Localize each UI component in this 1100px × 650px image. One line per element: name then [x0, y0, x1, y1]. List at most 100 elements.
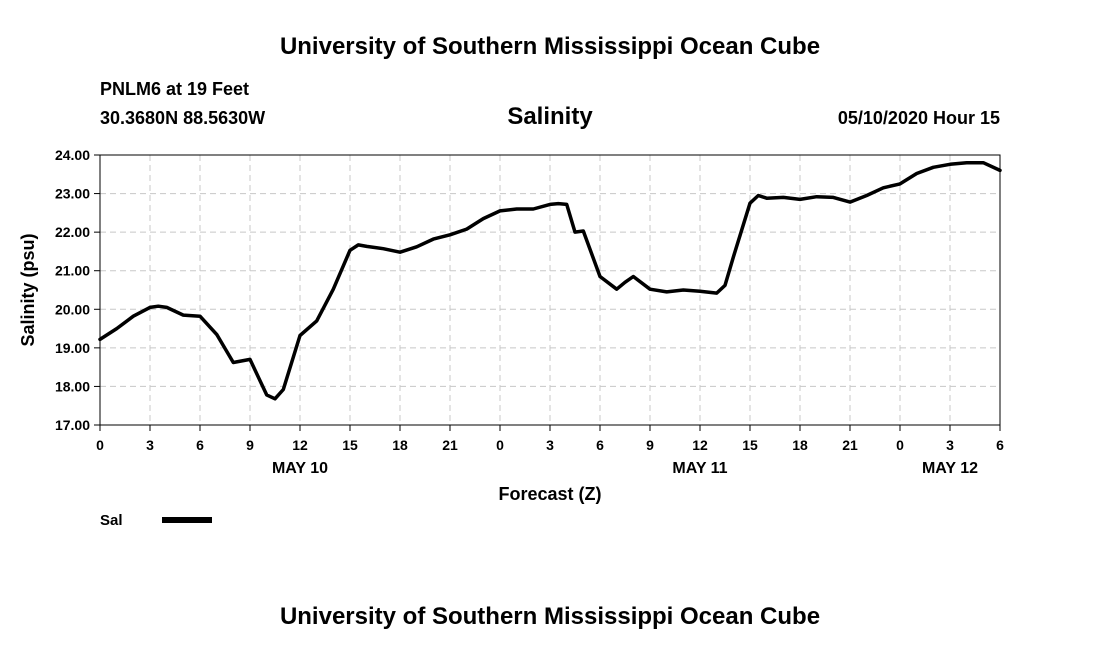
data-point	[965, 161, 968, 164]
data-point	[915, 172, 918, 175]
x-tick-label: 0	[496, 437, 504, 453]
x-tick-label: 9	[646, 437, 654, 453]
x-tick-label: 0	[896, 437, 904, 453]
data-point	[182, 313, 185, 317]
data-point	[498, 209, 502, 213]
coordinates-label: 30.3680N 88.5630W	[100, 108, 265, 128]
x-tick-label: 3	[546, 437, 554, 453]
data-point	[848, 200, 852, 204]
page-title-top: University of Southern Mississippi Ocean…	[280, 33, 820, 60]
x-tick-label: 21	[442, 437, 458, 453]
data-point	[198, 315, 202, 318]
data-point	[132, 315, 135, 318]
legend-label: Sal	[100, 512, 123, 529]
x-tick-label: 0	[96, 437, 104, 453]
data-point	[315, 319, 318, 323]
data-point	[682, 288, 685, 292]
y-tick-label: 22.00	[55, 224, 90, 240]
y-tick-label: 17.00	[55, 417, 90, 433]
data-point	[382, 247, 385, 250]
data-point	[115, 327, 118, 330]
x-tick-label: 12	[692, 437, 708, 453]
x-axis-label: Forecast (Z)	[498, 484, 601, 504]
data-point	[448, 233, 452, 237]
data-point	[998, 169, 1002, 172]
forecast-datetime: 05/10/2020 Hour 15	[838, 108, 1000, 128]
y-tick-label: 24.00	[55, 147, 90, 163]
day-labels: MAY 10 MAY 11 MAY 12	[272, 460, 978, 477]
data-point	[157, 305, 160, 308]
data-point	[865, 194, 868, 197]
day-label: MAY 12	[922, 460, 978, 477]
x-tick-label: 3	[946, 437, 954, 453]
x-tick-label: 12	[292, 437, 308, 453]
data-point	[623, 281, 627, 284]
y-axis: 17.00 18.00 19.00 20.00 21.00 22.00 23.00 24.00	[55, 147, 100, 433]
data-point	[632, 275, 635, 278]
data-point	[273, 397, 277, 400]
y-tick-label: 23.00	[55, 186, 90, 202]
page-title-bottom: University of Southern Mississippi Ocean…	[280, 603, 820, 630]
data-point	[248, 358, 252, 361]
data-point	[232, 361, 235, 364]
day-label: MAY 10	[272, 460, 328, 477]
data-point	[282, 388, 285, 391]
data-point	[932, 166, 935, 169]
x-tick-label: 6	[596, 437, 604, 453]
data-point	[782, 196, 785, 199]
x-tick-label: 6	[996, 437, 1004, 453]
data-point	[148, 306, 152, 309]
day-label: MAY 11	[672, 460, 727, 477]
data-point	[723, 284, 727, 287]
data-point	[98, 338, 102, 341]
data-point	[573, 230, 577, 234]
series-layer	[98, 160, 1002, 401]
x-tick-label: 3	[146, 437, 154, 453]
x-axis: 0 3 6 9 12 15 18 21 0 3 6 9 12 15 18 21 0 3 6	[96, 425, 1004, 453]
x-tick-label: 18	[392, 437, 408, 453]
data-point	[815, 195, 818, 198]
data-point	[832, 196, 835, 199]
data-point	[348, 249, 352, 252]
data-point	[757, 194, 760, 197]
data-point	[565, 203, 568, 206]
data-point	[165, 306, 168, 309]
data-point	[732, 256, 735, 259]
data-point	[415, 245, 418, 248]
y-tick-label: 19.00	[55, 340, 90, 356]
data-point	[898, 182, 902, 186]
x-tick-label: 6	[196, 437, 204, 453]
data-point	[882, 186, 885, 189]
data-point	[465, 227, 468, 231]
data-point	[357, 243, 360, 247]
data-point	[598, 275, 602, 278]
x-tick-label: 21	[842, 437, 858, 453]
data-point	[332, 288, 335, 291]
y-tick-label: 18.00	[55, 378, 90, 394]
data-point	[615, 288, 618, 291]
data-point	[365, 245, 368, 248]
data-point	[215, 333, 218, 336]
grid	[99, 154, 1001, 426]
data-point	[665, 290, 668, 294]
data-point	[765, 197, 768, 200]
y-tick-label: 20.00	[55, 301, 90, 317]
data-point	[398, 251, 402, 254]
data-point	[715, 291, 718, 295]
data-point	[515, 207, 518, 211]
data-point	[532, 207, 535, 211]
data-point	[432, 237, 435, 241]
x-tick-label: 18	[792, 437, 808, 453]
data-point	[948, 163, 952, 166]
station-label: PNLM6 at 19 Feet	[100, 79, 249, 99]
data-point	[265, 393, 268, 397]
x-tick-label: 15	[342, 437, 358, 453]
data-point	[798, 198, 802, 201]
y-axis-label: Salinity (psu)	[18, 233, 38, 346]
data-point	[548, 203, 552, 206]
chart-title: Salinity	[507, 103, 593, 130]
x-tick-label: 9	[246, 437, 254, 453]
data-point	[698, 289, 702, 293]
x-tick-label: 15	[742, 437, 758, 453]
